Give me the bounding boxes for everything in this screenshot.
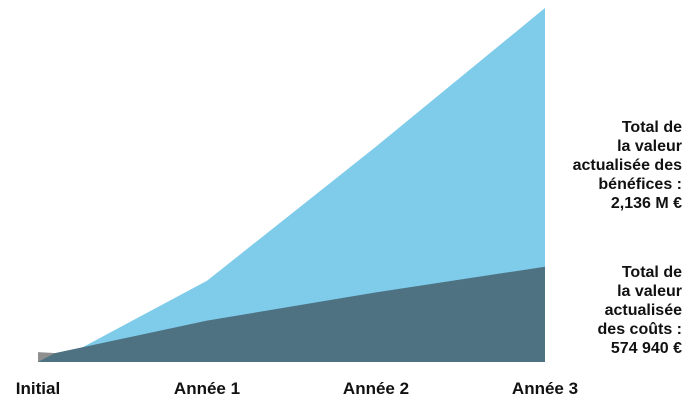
benefits-area [55, 8, 545, 362]
costs-annotation-line: la valeur [617, 283, 682, 300]
x-tick-label: Initial [16, 379, 60, 398]
costs-annotation-value: 574 940 € [610, 340, 682, 357]
benefits-annotation-line: Total de [621, 119, 682, 136]
costs-annotation-line: Total de [621, 264, 682, 281]
x-axis: Initial Année 1 Année 2 Année 3 [16, 379, 578, 398]
x-tick-label: Année 1 [174, 379, 240, 398]
costs-area [38, 266, 545, 362]
x-tick-label: Année 2 [343, 379, 409, 398]
benefits-annotation-line: actualisée des [572, 157, 682, 174]
x-tick-label: Année 3 [512, 379, 578, 398]
benefits-total-annotation: Total de la valeur actualisée des bénéfi… [542, 118, 682, 213]
benefits-annotation-line: bénéfices : [598, 176, 682, 193]
costs-total-annotation: Total de la valeur actualisée des coûts … [542, 263, 682, 358]
benefits-annotation-value: 2,136 M € [610, 195, 682, 212]
costs-annotation-line: actualisée [604, 302, 682, 319]
costs-annotation-line: des coûts : [597, 321, 682, 338]
benefits-annotation-line: la valeur [617, 138, 682, 155]
chart-areas [38, 8, 545, 362]
